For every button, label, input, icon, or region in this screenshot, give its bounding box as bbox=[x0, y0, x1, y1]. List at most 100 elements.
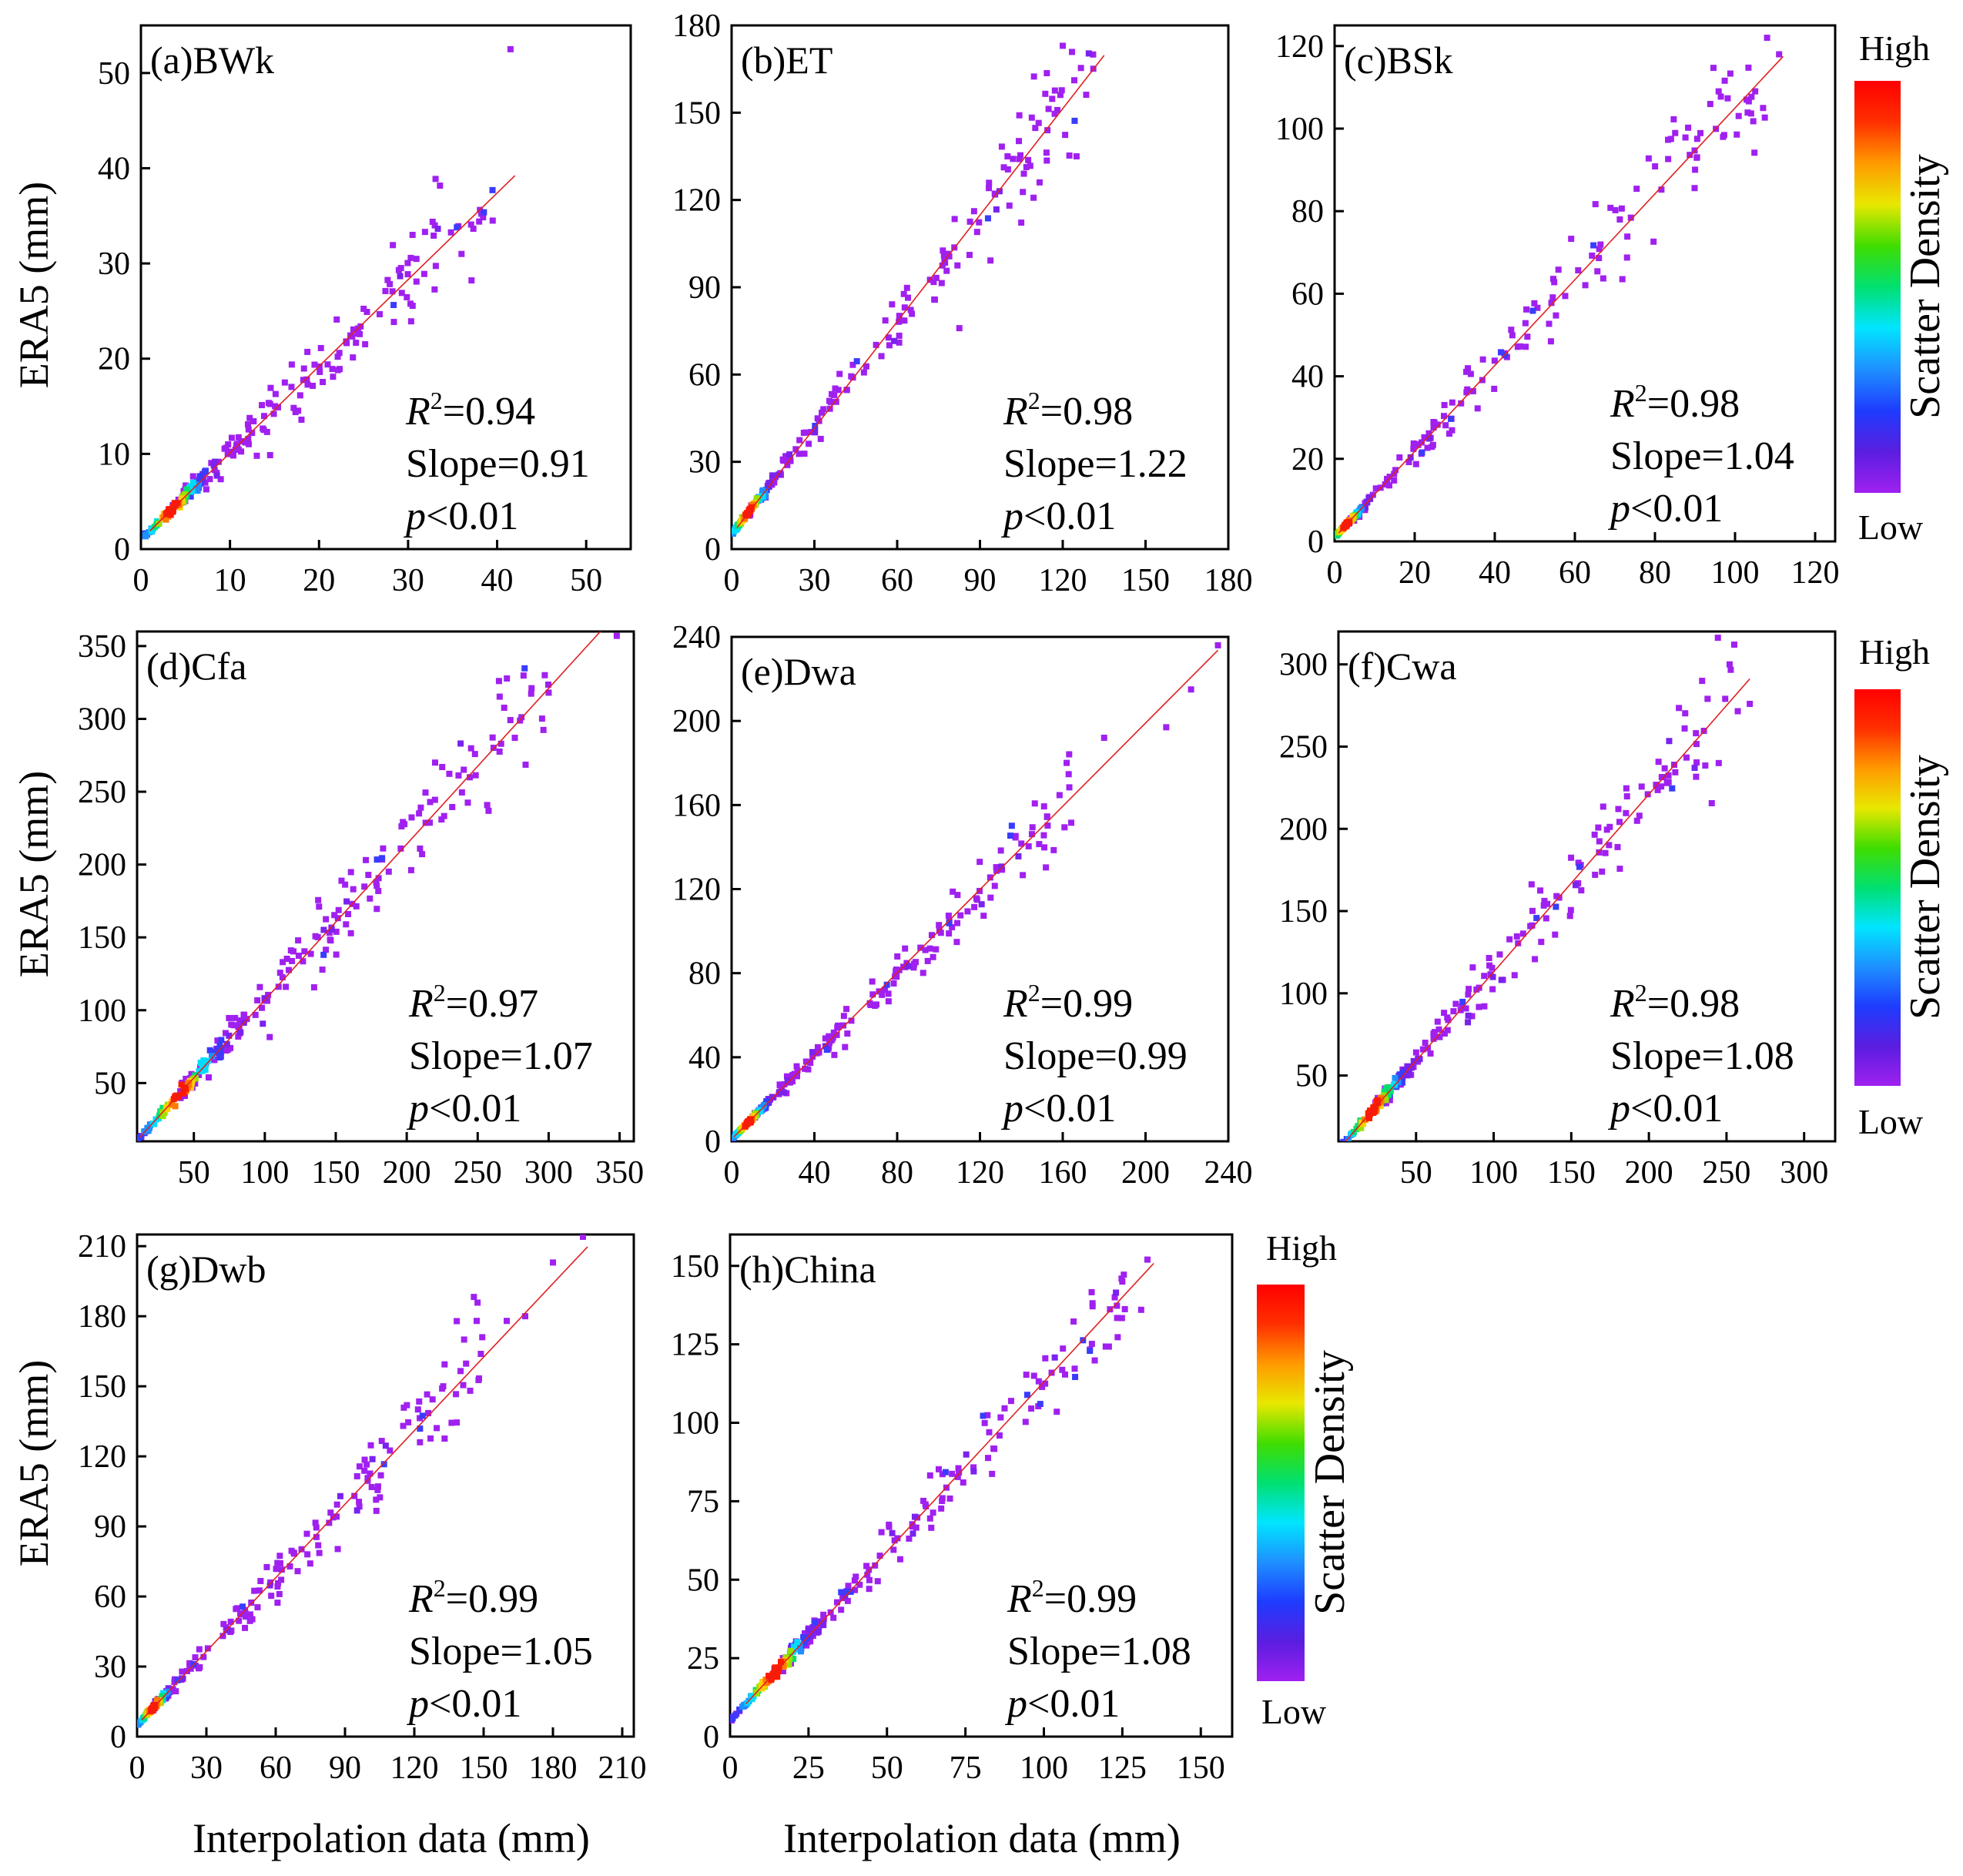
panel-d-point bbox=[511, 735, 518, 742]
panel-g-point bbox=[163, 1693, 170, 1700]
panel-d-point bbox=[159, 1113, 166, 1120]
panel-e-xtick-label: 160 bbox=[1039, 1155, 1087, 1191]
panel-b-point bbox=[786, 451, 793, 458]
panel-a-point bbox=[404, 260, 411, 266]
panel-h-point bbox=[922, 1501, 929, 1508]
panel-g-point bbox=[337, 1492, 343, 1499]
panel-d-ytick-label: 300 bbox=[78, 702, 126, 737]
panel-c-xtick-label: 80 bbox=[1639, 555, 1671, 591]
panel-e-point bbox=[893, 969, 899, 976]
panel-d-point bbox=[545, 689, 552, 696]
panel-e-point bbox=[843, 1006, 850, 1013]
panel-c-point bbox=[1508, 327, 1515, 333]
panel-d-point bbox=[398, 823, 405, 830]
panel-e-point bbox=[830, 1029, 837, 1036]
panel-b-point bbox=[1057, 92, 1064, 99]
panel-f-point bbox=[1412, 1049, 1419, 1056]
panel-d-point bbox=[316, 903, 323, 910]
panel-h-point bbox=[891, 1537, 898, 1544]
panel-c-point bbox=[1434, 421, 1441, 428]
panel-a-point bbox=[467, 221, 474, 228]
panel-a-xtick-label: 0 bbox=[133, 563, 149, 598]
panel-b-point bbox=[966, 252, 973, 259]
panel-f-point bbox=[1715, 759, 1722, 766]
panel-d-point bbox=[328, 926, 335, 933]
panel-g-point bbox=[274, 1583, 281, 1590]
panel-e-point bbox=[822, 1035, 829, 1042]
panel-e-ytick-label: 80 bbox=[688, 956, 721, 992]
panel-b-point bbox=[933, 274, 940, 281]
panel-h-ytick-label: 75 bbox=[687, 1484, 719, 1519]
panel-d-pvalue: p<0.01 bbox=[406, 1087, 521, 1131]
panel-b-ytick-label: 150 bbox=[672, 95, 721, 131]
panel-f-point bbox=[1693, 759, 1700, 765]
panel-e-point bbox=[980, 913, 987, 920]
panel-e-point bbox=[1100, 735, 1107, 741]
panel-e-ytick-label: 0 bbox=[705, 1124, 721, 1160]
panel-c-r2: R2=0.98 bbox=[1610, 379, 1740, 426]
panel-f-point bbox=[1682, 710, 1689, 717]
panel-d-point bbox=[441, 812, 447, 819]
panel-f-point bbox=[1693, 730, 1700, 737]
panel-e-point bbox=[805, 1066, 812, 1073]
panel-e-point bbox=[828, 1037, 835, 1044]
panel-c-point bbox=[1382, 481, 1389, 488]
panel-g-point bbox=[153, 1697, 160, 1703]
panel-g-point bbox=[263, 1563, 270, 1570]
colorbar-1: High Low Scatter Density bbox=[1854, 28, 1949, 547]
panel-h-point bbox=[1023, 1372, 1030, 1379]
panel-e-point bbox=[882, 986, 889, 993]
panel-b-point bbox=[831, 391, 838, 398]
panel-e-ytick-label: 160 bbox=[672, 788, 721, 823]
panel-a-point bbox=[421, 229, 428, 236]
panel-g-point bbox=[278, 1566, 285, 1573]
panel-b-fit-line bbox=[736, 55, 1105, 528]
panel-f-xtick-label: 50 bbox=[1400, 1155, 1432, 1191]
panel-b-point bbox=[882, 317, 889, 324]
panel-h-point bbox=[851, 1577, 858, 1584]
panel-g-point bbox=[273, 1566, 280, 1573]
panel-c-point bbox=[1575, 267, 1582, 274]
panel-c-fit-line bbox=[1338, 55, 1784, 534]
panel-h-point bbox=[779, 1668, 786, 1675]
panel-d-point bbox=[334, 915, 341, 922]
panel-d-point bbox=[457, 740, 464, 747]
panel-e-point bbox=[842, 1044, 849, 1050]
panel-b-point bbox=[896, 313, 903, 320]
panel-f-point bbox=[1623, 793, 1630, 800]
panel-f-point bbox=[1658, 774, 1665, 781]
panel-e-point bbox=[987, 874, 993, 881]
panel-e-point bbox=[885, 998, 892, 1005]
panel-c-point bbox=[1776, 51, 1783, 58]
panel-c-point bbox=[1627, 214, 1634, 221]
panel-a-point bbox=[304, 348, 311, 355]
panel-h-point bbox=[1089, 1300, 1096, 1307]
panel-b-point bbox=[820, 406, 827, 413]
panel-c: 0 20 40 60 80 100 120 0 20 40 60 80 100 120 (c)BSk R2=0… bbox=[1275, 24, 1840, 591]
panel-a-point bbox=[431, 222, 438, 229]
panel-a-point bbox=[246, 414, 253, 421]
panel-g-point bbox=[374, 1483, 381, 1490]
panel-d-point bbox=[169, 1101, 176, 1108]
panel-a-point bbox=[300, 377, 307, 384]
panel-a-point bbox=[447, 229, 454, 236]
panel-b-xtick-label: 120 bbox=[1039, 563, 1087, 598]
panel-g-point bbox=[179, 1675, 186, 1682]
panel-h-point bbox=[1023, 1392, 1030, 1399]
panel-f-point bbox=[1658, 783, 1665, 790]
panel-g-point bbox=[179, 1668, 186, 1675]
panel-c-point bbox=[1760, 105, 1767, 112]
panel-g-point bbox=[266, 1582, 273, 1589]
panel-e-point bbox=[999, 866, 1006, 873]
panel-h-point bbox=[786, 1655, 793, 1662]
panel-g-point bbox=[373, 1496, 380, 1503]
panel-b-point bbox=[1025, 156, 1032, 163]
panel-d-xtick-label: 150 bbox=[312, 1155, 360, 1191]
panel-f-point bbox=[1441, 1010, 1448, 1017]
panel-e-point bbox=[760, 1102, 767, 1109]
panel-c-point bbox=[1523, 306, 1530, 313]
panel-d-point bbox=[419, 851, 426, 858]
panel-a-point bbox=[333, 316, 340, 323]
panel-f-point bbox=[1450, 1008, 1457, 1015]
panel-g-point bbox=[463, 1360, 470, 1367]
